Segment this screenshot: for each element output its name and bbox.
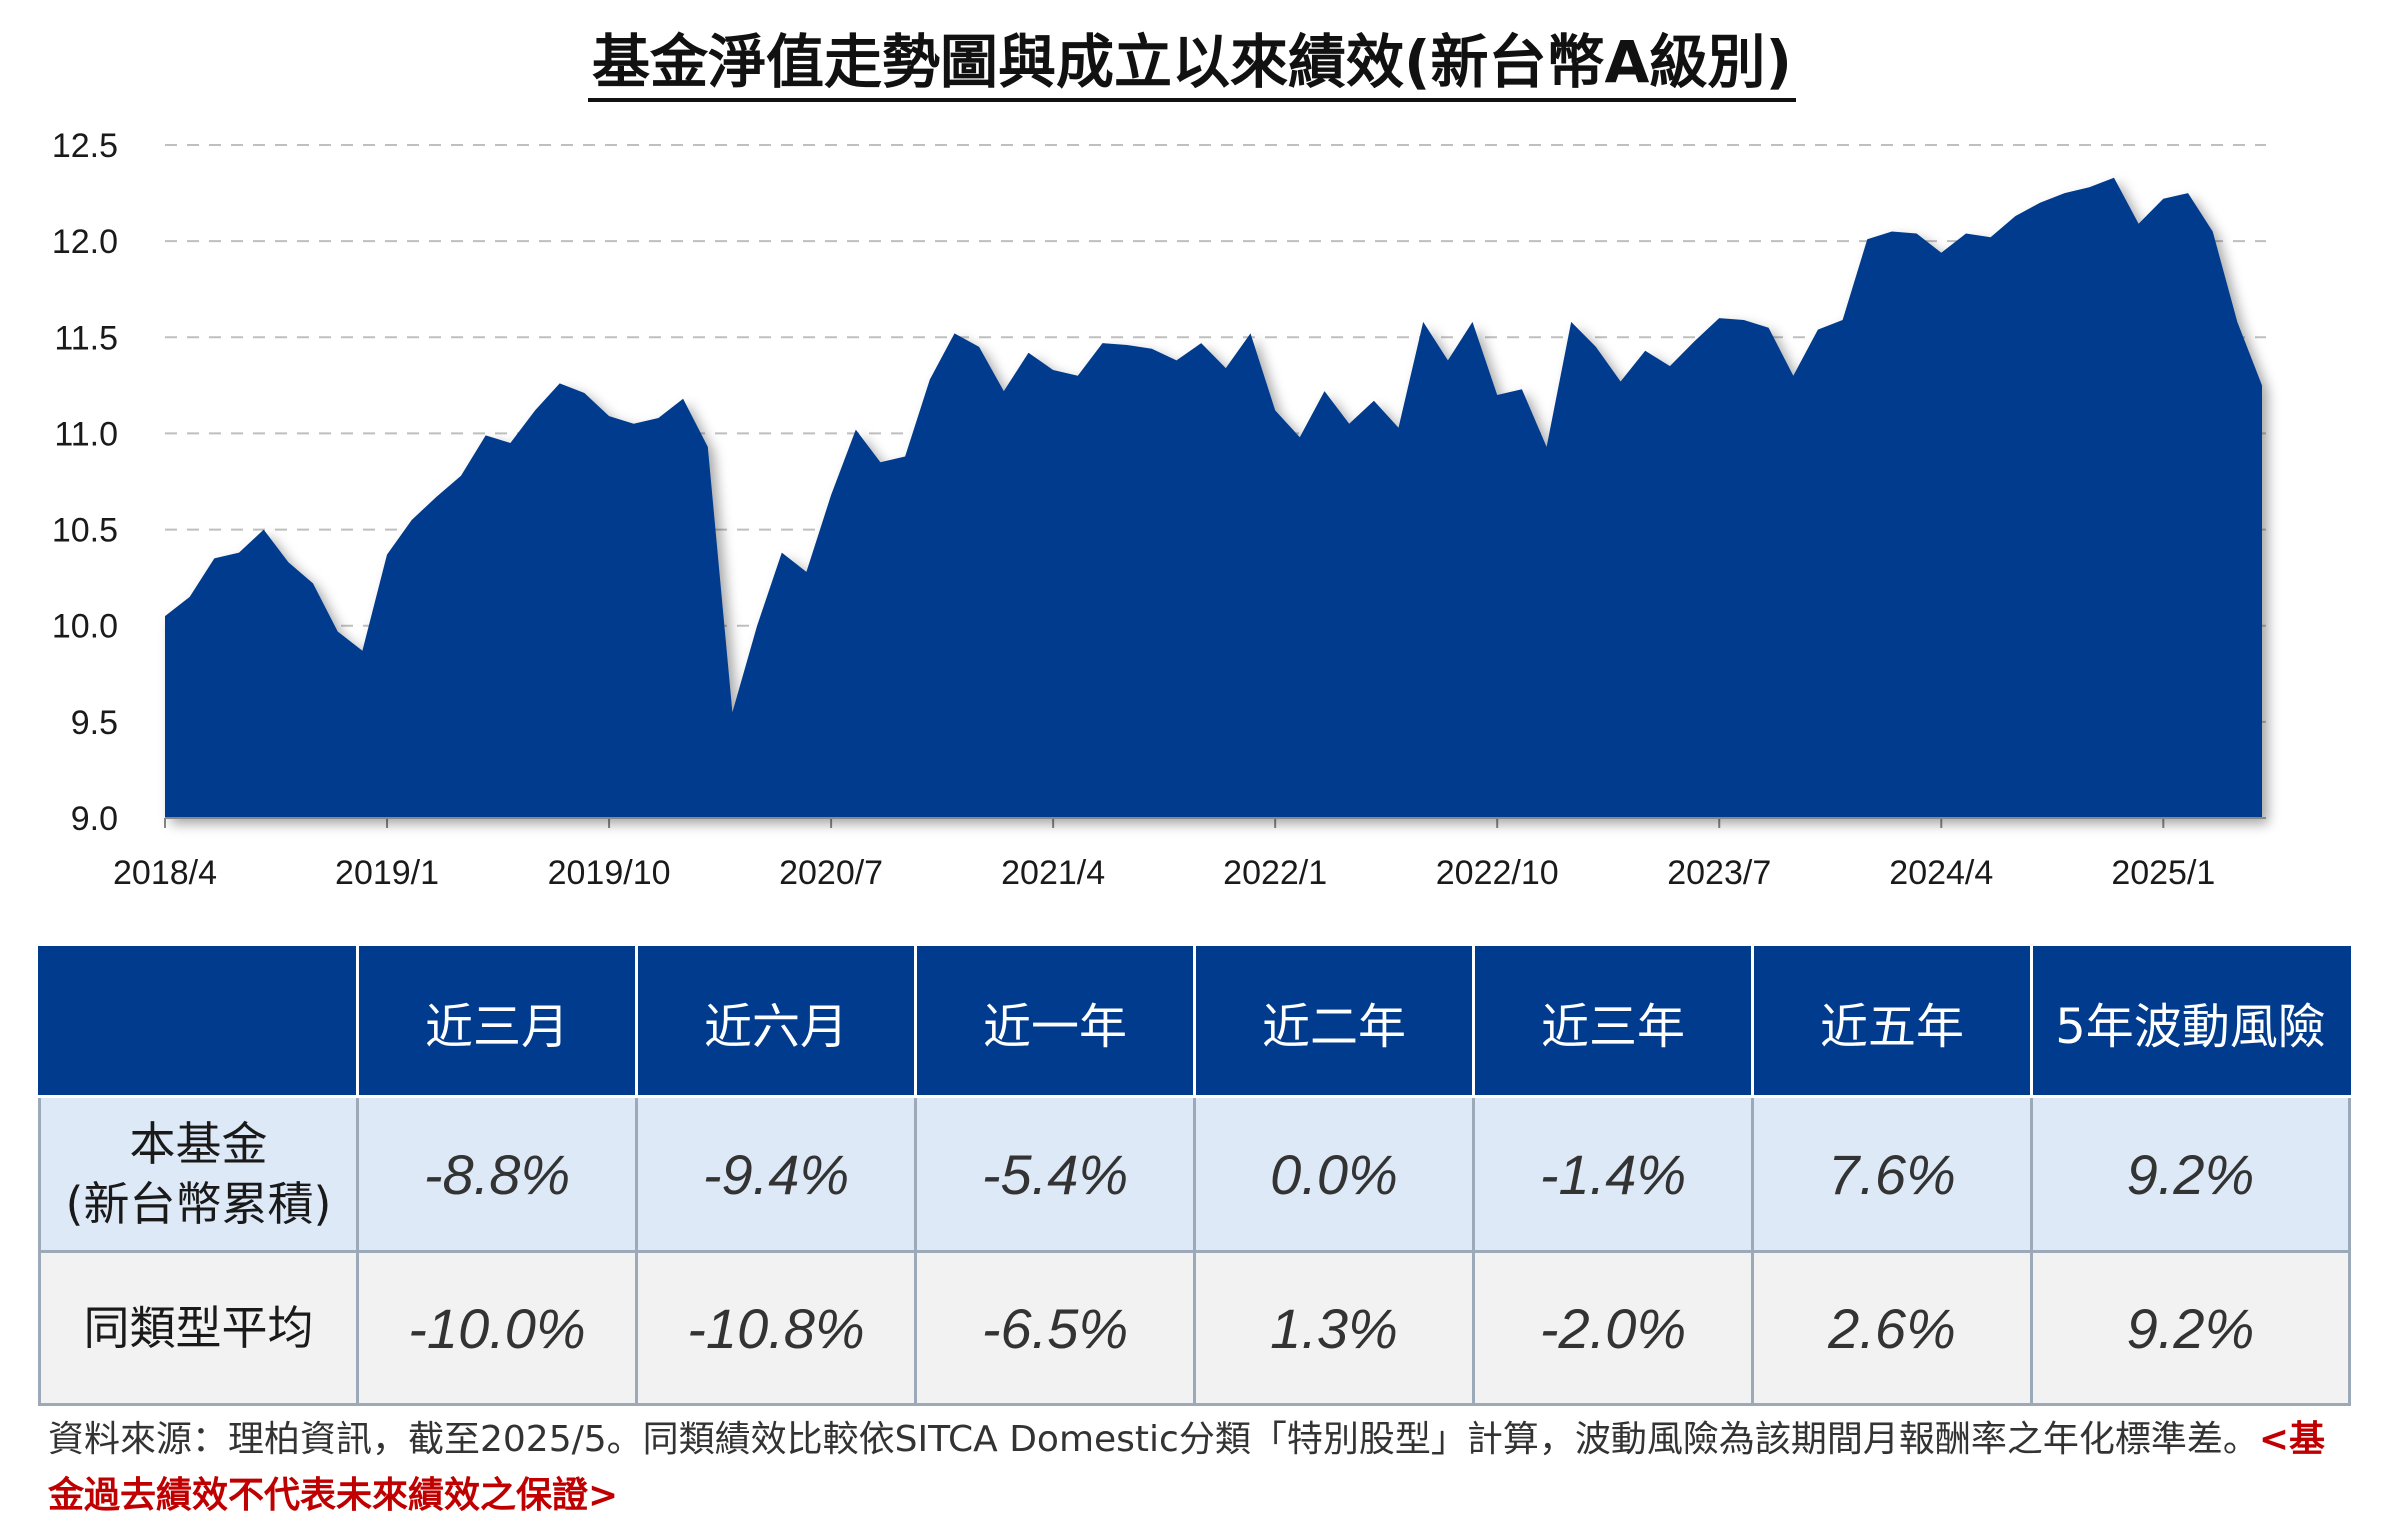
cell-avg-1y: -6.5% — [914, 1250, 1196, 1406]
x-tick-label: 2021/4 — [1001, 854, 1105, 892]
header-5y-volatility: 5年波動風險 — [2030, 946, 2351, 1098]
table-header-row: 近三月 近六月 近一年 近二年 近三年 近五年 5年波動風險 — [38, 946, 2351, 1098]
y-axis: 12.5 12.0 11.5 11.0 10.5 10.0 9.5 9.0 — [52, 127, 118, 838]
header-3y: 近三年 — [1472, 946, 1754, 1098]
x-tick-label: 2022/10 — [1436, 854, 1559, 892]
header-3m: 近三月 — [356, 946, 638, 1098]
cell-fund-5y: 7.6% — [1751, 1095, 2033, 1253]
y-tick-label: 10.0 — [52, 608, 118, 646]
x-tick-label: 2023/7 — [1667, 854, 1771, 892]
header-empty — [38, 946, 359, 1098]
row-label-peer-average: 同類型平均 — [38, 1250, 359, 1406]
x-tick-label: 2018/4 — [113, 854, 217, 892]
y-tick-label: 11.0 — [54, 415, 118, 453]
row-label-fund-line2: (新台幣累積) — [65, 1177, 332, 1231]
x-tick-label: 2020/7 — [779, 854, 883, 892]
cell-avg-volatility: 9.2% — [2030, 1250, 2351, 1406]
cell-fund-3m: -8.8% — [356, 1095, 638, 1253]
footnote: 資料來源：理柏資訊，截至2025/5。同類績效比較依SITCA Domestic… — [48, 1412, 2348, 1524]
performance-table: 近三月 近六月 近一年 近二年 近三年 近五年 5年波動風險 本基金 (新台幣累… — [38, 946, 2351, 1406]
x-tick-label: 2025/1 — [2111, 854, 2215, 892]
header-6m: 近六月 — [635, 946, 917, 1098]
cell-avg-2y: 1.3% — [1193, 1250, 1475, 1406]
x-axis: 2018/4 2019/1 2019/10 2020/7 2021/4 2022/1 202… — [113, 818, 2215, 892]
x-tick-label: 2022/1 — [1223, 854, 1327, 892]
chart-title-text: 基金淨值走勢圖與成立以來績效(新台幣A級別) — [588, 26, 1796, 102]
row-label-fund-line1: 本基金 — [129, 1117, 268, 1171]
y-tick-label: 11.5 — [54, 319, 118, 357]
cell-avg-3m: -10.0% — [356, 1250, 638, 1406]
cell-avg-6m: -10.8% — [635, 1250, 917, 1406]
x-tick-label: 2019/10 — [548, 854, 671, 892]
x-tick-label: 2024/4 — [1889, 854, 1993, 892]
cell-fund-volatility: 9.2% — [2030, 1095, 2351, 1253]
table-row-fund: 本基金 (新台幣累積) -8.8% -9.4% -5.4% 0.0% -1.4%… — [38, 1095, 2351, 1253]
x-tick-label: 2019/1 — [335, 854, 439, 892]
footnote-warning: <基金過去績效不代表未來績效之保證> — [48, 1419, 2326, 1516]
nav-area-chart: 12.512.011.511.010.510.09.59.0 2018/4 201… — [52, 127, 2266, 892]
row-label-fund: 本基金 (新台幣累積) — [38, 1095, 359, 1253]
y-tick-label: 12.5 — [52, 127, 118, 165]
y-tick-label: 12.0 — [52, 223, 118, 261]
y-tick-label: 9.5 — [71, 704, 118, 742]
cell-avg-3y: -2.0% — [1472, 1250, 1754, 1406]
header-2y: 近二年 — [1193, 946, 1475, 1098]
cell-fund-2y: 0.0% — [1193, 1095, 1475, 1253]
y-tick-label: 9.0 — [71, 800, 118, 838]
nav-area-series — [165, 177, 2262, 818]
header-1y: 近一年 — [914, 946, 1196, 1098]
table-row-peer-average: 同類型平均 -10.0% -10.8% -6.5% 1.3% -2.0% 2.6… — [38, 1250, 2351, 1406]
chart-title: 基金淨值走勢圖與成立以來績效(新台幣A級別) — [0, 22, 2384, 102]
footnote-source: 資料來源：理柏資訊，截至2025/5。同類績效比較依SITCA Domestic… — [48, 1419, 2259, 1460]
cell-fund-1y: -5.4% — [914, 1095, 1196, 1253]
y-tick-label: 10.5 — [52, 512, 118, 550]
cell-fund-6m: -9.4% — [635, 1095, 917, 1253]
cell-avg-5y: 2.6% — [1751, 1250, 2033, 1406]
header-5y: 近五年 — [1751, 946, 2033, 1098]
cell-fund-3y: -1.4% — [1472, 1095, 1754, 1253]
